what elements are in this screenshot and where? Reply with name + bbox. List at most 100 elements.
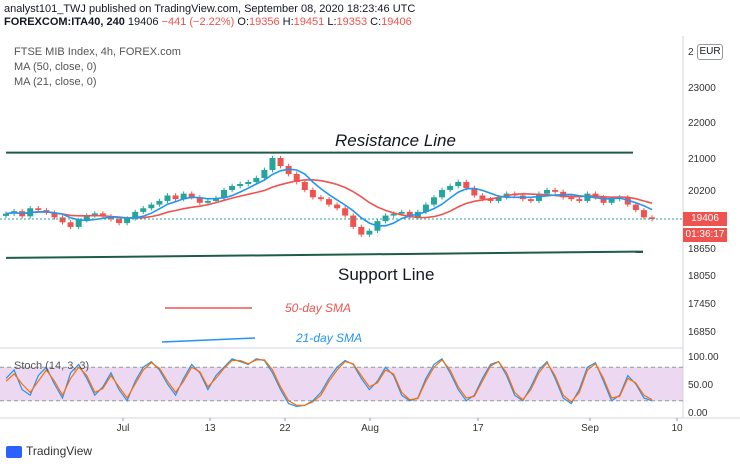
stoch-tick-label: 50.00 [688,380,713,391]
legend-ma50-label: 50-day SMA [285,301,351,315]
low-label: L: [327,16,337,28]
candle-body [51,212,58,218]
ma21-legend[interactable]: MA (21, close, 0) [14,76,97,88]
candle-body [148,204,155,209]
x-axis-ticks: Jul 13 22 Aug 17 Sep 10 [117,418,683,434]
stoch-title: Stoch (14, 3, 3) [14,360,89,372]
legend-ma21-label: 21-day SMA [295,331,362,345]
candle-body [124,218,131,224]
candle-body [568,197,575,200]
candle-body [447,186,454,190]
candle-body [35,208,42,211]
candle-body [390,213,397,216]
candle-body [552,190,559,192]
last-price: 19406 [127,16,159,28]
candle-body [576,199,583,201]
candle-body [91,213,98,216]
candle-body [277,158,284,166]
candle-body [382,215,389,222]
currency-button[interactable]: EUR [697,44,723,60]
y-tick-label: 18050 [688,271,716,282]
candle-body [608,199,615,203]
candle-body [463,182,470,188]
candle-body [471,188,478,196]
tradingview-logo-icon [6,445,22,458]
candle-body [422,204,429,212]
candle-body [544,190,551,194]
candle-body [527,199,534,201]
y-tick-label: 21000 [688,154,716,165]
support-annotation: Support Line [338,265,434,284]
y-tick-label: 23000 [688,83,716,94]
brand-name: TradingView [26,444,93,458]
candle-body [196,197,203,203]
candle-body [455,182,462,186]
candle-body [649,217,655,219]
y-axis-ticks: 16850 17450 18050 18650 20200 21000 22000 23000… [688,47,716,338]
candle-body [600,197,607,203]
price-change: −441 (−2.22%) [161,16,235,28]
x-tick-label: Jul [117,423,130,434]
candle-body [99,213,106,217]
candle-body [180,193,187,200]
publisher-line: analyst101_TWJ published on TradingView.… [4,3,416,15]
candle-body [212,198,219,201]
close-value: 19406 [381,16,412,28]
open-value: 19356 [249,16,280,28]
y-tick-label: 2 [688,47,694,58]
candle-body [334,204,341,209]
x-tick-label: Sep [581,423,599,434]
candle-body [229,186,236,190]
candle-body [132,211,139,219]
candle-body [221,190,228,199]
candle-body [293,174,300,182]
chart-title[interactable]: FTSE MIB Index, 4h, FOREX.com [14,46,181,58]
main-pane[interactable] [0,36,683,348]
y-tick-label: 18650 [688,244,716,255]
ma50-legend[interactable]: MA (50, close, 0) [14,61,97,73]
symbol-header: FOREXCOM:ITA40, 240 19406 −441 (−2.22%) … [4,16,412,28]
y-tick-label: 16850 [688,327,716,338]
candle-body [406,211,413,218]
candle-body [350,215,357,227]
tradingview-brand[interactable]: TradingView [6,444,92,458]
x-tick-label: 17 [472,423,484,434]
x-tick-label: 10 [671,423,683,434]
symbol-name[interactable]: FOREXCOM:ITA40, 240 [4,16,125,28]
close-label: C: [370,16,382,28]
candle-body [204,200,211,203]
stoch-tick-label: 100.00 [688,352,719,363]
countdown-tag: 01:36:17 [683,228,727,242]
candle-body [487,199,494,201]
low-value: 19353 [336,16,368,28]
candle-body [269,158,276,170]
candle-body [366,230,373,235]
candle-body [3,213,9,216]
candle-body [83,215,90,220]
high-value: 19451 [293,16,325,28]
candle-body [172,195,179,200]
resistance-annotation: Resistance Line [335,131,456,150]
candle-body [261,170,268,178]
legend-ma21-swatch [161,337,256,343]
candle-body [439,190,446,198]
x-tick-label: Aug [361,423,379,434]
candle-body [301,182,308,190]
candle-body [107,216,114,220]
candle-body [430,197,437,205]
candle-body [140,208,147,212]
candle-body [245,182,252,184]
candle-body [156,200,163,205]
candle-body [398,211,405,214]
candle-body [640,210,647,218]
candle-body [317,197,324,200]
candle-body [326,199,332,205]
stoch-band [0,367,683,401]
open-label: O: [237,16,250,28]
stoch-axis-ticks: 0.00 50.00 100.00 [688,352,719,419]
support-line[interactable] [5,250,644,259]
ma21-line [5,168,653,227]
candles [3,155,655,237]
candle-body [358,226,365,235]
